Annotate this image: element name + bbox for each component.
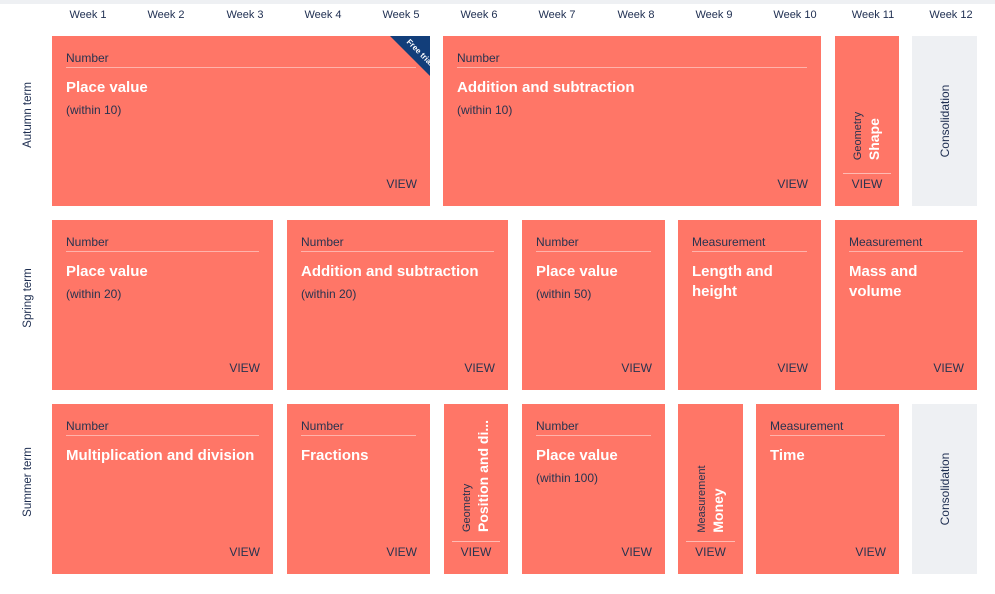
card-summer-multiplication-division[interactable]: Number Multiplication and division VIEW: [52, 404, 273, 574]
card-category: Measurement: [692, 235, 807, 252]
top-divider: [0, 0, 995, 4]
card-title: Place value: [536, 447, 618, 464]
card-category: Number: [66, 235, 259, 252]
card-title: Place value: [66, 263, 148, 280]
view-link[interactable]: VIEW: [695, 545, 726, 559]
view-link[interactable]: VIEW: [621, 545, 652, 559]
card-category: Number: [457, 51, 807, 68]
view-link[interactable]: VIEW: [777, 361, 808, 375]
view-link[interactable]: VIEW: [933, 361, 964, 375]
consolidation-label: Consolidation: [937, 84, 952, 158]
card-category: Measurement: [695, 465, 708, 533]
card-subtitle: (within 20): [301, 287, 357, 301]
card-divider: [843, 173, 891, 174]
card-subtitle: (within 10): [66, 103, 122, 117]
card-divider: [452, 541, 500, 542]
card-subtitle: (within 50): [536, 287, 592, 301]
card-title: Shape: [866, 118, 882, 161]
week-header-11: Week 11: [851, 9, 895, 21]
card-category: Number: [66, 419, 259, 436]
week-header-9: Week 9: [695, 9, 733, 21]
card-category: Number: [536, 419, 651, 436]
card-category: Number: [301, 419, 416, 436]
view-link[interactable]: VIEW: [621, 361, 652, 375]
week-header-8: Week 8: [617, 9, 655, 21]
view-link[interactable]: VIEW: [386, 177, 417, 191]
card-spring-place-value-50[interactable]: Number Place value (within 50) VIEW: [522, 220, 665, 390]
card-summer-fractions[interactable]: Number Fractions VIEW: [287, 404, 430, 574]
card-title: Addition and subtraction: [301, 263, 479, 280]
card-autumn-addition-subtraction[interactable]: Number Addition and subtraction (within …: [443, 36, 821, 206]
card-subtitle: (within 10): [457, 103, 513, 117]
view-link[interactable]: VIEW: [855, 545, 886, 559]
card-subtitle: (within 20): [66, 287, 122, 301]
view-link[interactable]: VIEW: [460, 545, 492, 559]
card-autumn-place-value[interactable]: Free trial Number Place value (within 10…: [52, 36, 430, 206]
card-divider: [686, 541, 735, 542]
view-link[interactable]: VIEW: [386, 545, 417, 559]
card-autumn-shape[interactable]: Geometry Shape VIEW: [835, 36, 899, 206]
card-spring-place-value-20[interactable]: Number Place value (within 20) VIEW: [52, 220, 273, 390]
card-title: Position and di...: [475, 420, 491, 532]
view-link[interactable]: VIEW: [229, 361, 260, 375]
week-header-2: Week 2: [147, 9, 185, 21]
week-header-1: Week 1: [69, 9, 107, 21]
card-title: Mass and volume: [849, 263, 918, 300]
card-category: Measurement: [849, 235, 963, 252]
week-header-12: Week 12: [929, 9, 973, 21]
view-link[interactable]: VIEW: [777, 177, 808, 191]
card-subtitle: (within 100): [536, 471, 599, 485]
card-spring-length-height[interactable]: Measurement Length and height VIEW: [678, 220, 821, 390]
consolidation-autumn[interactable]: Consolidation: [912, 36, 977, 206]
week-header-10: Week 10: [773, 9, 817, 21]
card-title: Fractions: [301, 447, 369, 464]
card-category: Number: [301, 235, 494, 252]
card-title: Multiplication and division: [66, 447, 255, 464]
card-category: Geometry: [852, 111, 864, 161]
card-spring-addition-subtraction-20[interactable]: Number Addition and subtraction (within …: [287, 220, 508, 390]
week-header-4: Week 4: [304, 9, 342, 21]
week-header-7: Week 7: [538, 9, 576, 21]
card-spring-mass-volume[interactable]: Measurement Mass and volume VIEW: [835, 220, 977, 390]
card-summer-position-direction[interactable]: Geometry Position and di... VIEW: [444, 404, 508, 574]
card-category: Geometry: [461, 483, 473, 532]
card-category: Measurement: [770, 419, 885, 436]
card-title: Place value: [66, 79, 148, 96]
week-header-3: Week 3: [226, 9, 264, 21]
card-summer-time[interactable]: Measurement Time VIEW: [756, 404, 899, 574]
card-title: Addition and subtraction: [457, 79, 635, 96]
view-link[interactable]: VIEW: [229, 545, 260, 559]
card-title: Place value: [536, 263, 618, 280]
week-header-6: Week 6: [460, 9, 498, 21]
card-summer-place-value-100[interactable]: Number Place value (within 100) VIEW: [522, 404, 665, 574]
card-category: Number: [66, 51, 416, 68]
week-header-5: Week 5: [382, 9, 420, 21]
card-category: Number: [536, 235, 651, 252]
consolidation-label: Consolidation: [937, 452, 952, 526]
card-title: Time: [770, 447, 805, 464]
view-link[interactable]: VIEW: [851, 177, 883, 191]
card-title: Money: [709, 488, 726, 533]
card-summer-money[interactable]: Measurement Money VIEW: [678, 404, 743, 574]
card-title: Length and height: [692, 263, 773, 300]
view-link[interactable]: VIEW: [464, 361, 495, 375]
consolidation-summer[interactable]: Consolidation: [912, 404, 977, 574]
